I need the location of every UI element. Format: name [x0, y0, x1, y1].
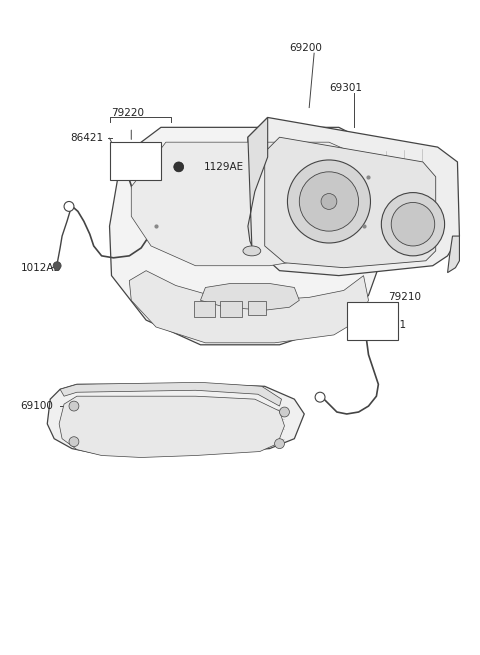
Circle shape — [315, 392, 325, 402]
Text: 79220: 79220 — [111, 107, 144, 117]
Text: 79210: 79210 — [388, 292, 421, 303]
Polygon shape — [248, 117, 268, 246]
Circle shape — [174, 162, 184, 172]
Circle shape — [288, 160, 371, 243]
Text: 69301: 69301 — [329, 83, 362, 93]
Circle shape — [64, 202, 74, 212]
Bar — [220, 301, 242, 317]
Text: 69200: 69200 — [289, 43, 322, 53]
Bar — [109, 142, 161, 179]
Bar — [193, 301, 216, 317]
FancyArrowPatch shape — [242, 208, 246, 210]
Text: 69100: 69100 — [21, 401, 53, 411]
Circle shape — [69, 437, 79, 447]
Polygon shape — [264, 138, 436, 268]
Circle shape — [53, 262, 61, 270]
Circle shape — [391, 202, 435, 246]
Polygon shape — [47, 384, 304, 455]
Polygon shape — [131, 142, 378, 266]
Text: 86421: 86421 — [373, 320, 407, 330]
Text: 86421: 86421 — [70, 133, 103, 143]
Circle shape — [69, 401, 79, 411]
Bar — [248, 301, 266, 315]
Circle shape — [300, 172, 359, 231]
Polygon shape — [248, 117, 459, 276]
Polygon shape — [201, 284, 300, 310]
Polygon shape — [59, 396, 285, 457]
Circle shape — [275, 439, 285, 449]
Circle shape — [381, 193, 444, 256]
Text: 1129AE: 1129AE — [204, 162, 243, 172]
Polygon shape — [60, 383, 281, 406]
Polygon shape — [447, 236, 459, 272]
Circle shape — [321, 194, 337, 210]
Polygon shape — [109, 127, 398, 345]
Polygon shape — [129, 271, 369, 343]
Text: 1012AB: 1012AB — [21, 263, 61, 272]
Bar — [347, 303, 398, 340]
Ellipse shape — [243, 246, 261, 256]
Circle shape — [279, 407, 289, 417]
